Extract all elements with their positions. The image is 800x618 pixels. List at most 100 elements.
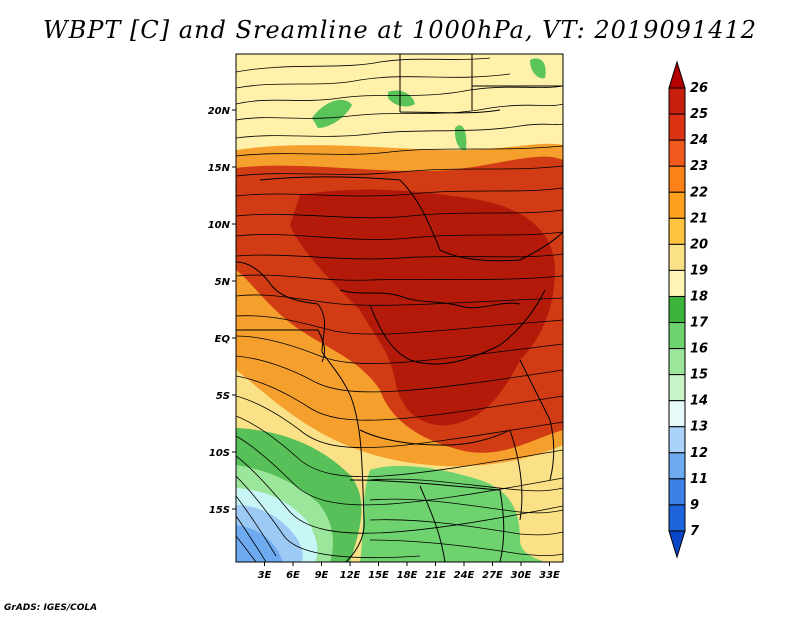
coastline	[236, 261, 365, 562]
colorbar-swatch	[668, 400, 686, 428]
lon-tick-label: 30E	[511, 570, 532, 581]
map-field	[236, 54, 563, 562]
colorbar-label: 21	[690, 211, 708, 226]
streamline	[236, 455, 563, 534]
border	[399, 54, 563, 114]
colorbar-label: 18	[690, 289, 708, 304]
field-green-patch-2	[388, 90, 415, 107]
streamline	[236, 187, 563, 197]
colorbar-swatch	[668, 452, 686, 480]
colorbar-label: 11	[690, 472, 708, 487]
colorbar-swatch	[668, 191, 686, 219]
streamline	[369, 519, 563, 536]
lon-tick-label: 33E	[539, 570, 560, 581]
colorbar-swatch	[668, 295, 686, 324]
streamline	[369, 478, 563, 492]
lon-tick-label: 9E	[315, 570, 329, 581]
colorbar-label: 20	[690, 237, 708, 252]
lon-tick-label: 15E	[368, 570, 389, 581]
colorbar: 26 25 24 23 22 21 20 19 18 17 16 15 14 13 12 11 9 7	[668, 60, 709, 559]
lat-tick-label: EQ	[215, 334, 231, 345]
chart-title: WBPT [C] and Sreamline at 1000hPa, VT: 2…	[42, 16, 758, 44]
colorbar-swatch	[668, 504, 686, 532]
colorbar-label: 22	[690, 185, 708, 200]
colorbar-label: 7	[690, 524, 700, 539]
lat-tick-label: 15N	[208, 163, 231, 174]
field-blue	[236, 525, 283, 562]
colorbar-swatch	[668, 87, 686, 115]
colorbar-label: 19	[690, 263, 708, 278]
border	[339, 289, 521, 309]
colorbar-swatch	[668, 165, 686, 193]
lon-tick-label: 24E	[454, 570, 475, 581]
field-green-patch-4	[530, 58, 546, 79]
streamline	[236, 375, 563, 421]
field-north-pale	[236, 54, 563, 175]
colorbar-label: 17	[690, 316, 709, 331]
streamline	[236, 495, 277, 557]
lat-tick-label: 15S	[209, 505, 230, 516]
streamline	[236, 85, 563, 105]
colorbar-label: 26	[690, 81, 708, 96]
colorbar-label: 25	[690, 107, 708, 122]
colorbar-swatch	[668, 139, 686, 167]
streamline	[236, 253, 563, 260]
colorbar-swatch	[668, 348, 686, 376]
streamline	[236, 231, 563, 240]
map-frame	[235, 53, 564, 563]
border	[236, 289, 546, 365]
streamline	[236, 274, 563, 281]
streamline	[236, 475, 421, 559]
field-green-patch-3	[454, 125, 467, 151]
colorbar-label: 15	[690, 368, 708, 383]
colorbar-swatch	[668, 113, 686, 141]
streamline	[236, 395, 563, 449]
lat-axis: 20N 15N 10N 5N EQ 5S 10S 15S	[208, 106, 236, 516]
streamline	[236, 294, 563, 306]
colorbar-swatch	[668, 217, 686, 245]
colorbar-label: 24	[690, 133, 708, 148]
field-green-patch-1	[312, 99, 352, 128]
colorbar-swatch	[668, 478, 686, 506]
streamline	[236, 57, 491, 73]
footer-credit: GrADS: IGES/COLA	[4, 603, 98, 613]
colorbar-swatch	[668, 426, 686, 454]
lat-tick-label: 5S	[216, 391, 230, 402]
streamline	[236, 103, 563, 121]
lon-tick-label: 21E	[425, 570, 446, 581]
lat-tick-label: 10S	[209, 448, 230, 459]
colorbar-label: 12	[690, 446, 708, 461]
lon-tick-label: 3E	[258, 570, 272, 581]
colorbar-swatch	[668, 243, 686, 271]
border	[259, 176, 563, 262]
colorbar-swatch	[668, 374, 686, 402]
colorbar-label: 14	[690, 394, 708, 409]
colorbar-swatch	[668, 322, 686, 350]
streamline	[236, 535, 257, 562]
border	[359, 429, 523, 521]
streamline	[236, 123, 563, 139]
colorbar-label: 9	[690, 498, 699, 513]
streamline	[236, 73, 511, 89]
colorbar-label: 16	[690, 342, 708, 357]
border	[519, 359, 555, 481]
lat-tick-label: 5N	[215, 277, 231, 288]
colorbar-label: 23	[690, 159, 708, 174]
colorbar-swatch	[668, 269, 686, 297]
field-dark-red	[290, 189, 555, 426]
streamline	[236, 355, 563, 393]
border	[349, 479, 505, 562]
lon-axis: 3E 6E 9E 12E 15E 18E 21E 24E 27E 30E 33E	[258, 562, 560, 581]
streamlines	[236, 57, 563, 562]
lon-tick-label: 6E	[286, 570, 300, 581]
colorbar-label: 13	[690, 420, 708, 435]
lon-tick-label: 12E	[340, 570, 361, 581]
lon-tick-label: 27E	[482, 570, 503, 581]
lat-tick-label: 10N	[208, 220, 231, 231]
country-borders	[236, 54, 563, 562]
lat-tick-label: 20N	[208, 106, 231, 117]
colorbar-swatch	[668, 60, 686, 89]
streamline	[236, 145, 563, 157]
streamline	[236, 435, 563, 506]
